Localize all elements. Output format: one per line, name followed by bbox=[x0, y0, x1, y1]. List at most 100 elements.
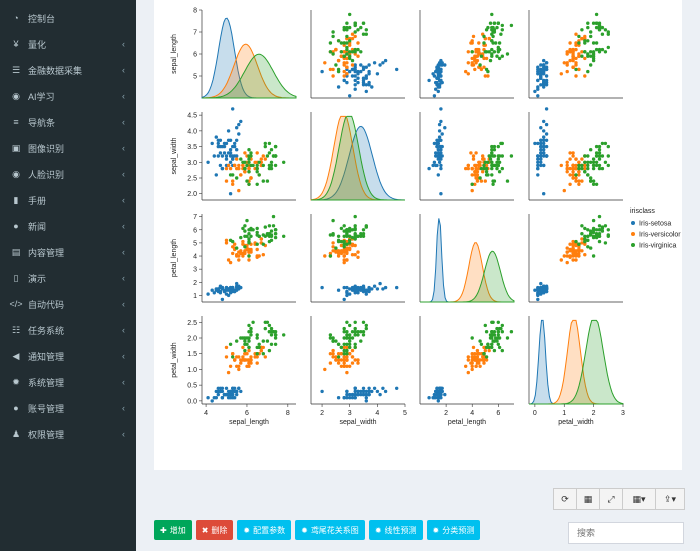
scatter-point bbox=[577, 166, 581, 171]
chevron-left-icon: ‹ bbox=[122, 403, 125, 413]
scatter-point bbox=[350, 348, 355, 353]
scatter-point bbox=[487, 154, 491, 158]
scatter-point bbox=[353, 87, 357, 91]
scatter-point bbox=[361, 234, 366, 238]
scatter-point bbox=[577, 242, 581, 246]
scatter-point bbox=[606, 163, 610, 168]
scatter-point bbox=[353, 214, 357, 219]
scatter-point bbox=[471, 345, 476, 350]
scatter-point bbox=[345, 56, 349, 61]
scatter-point bbox=[597, 214, 602, 219]
scatter-point bbox=[562, 254, 566, 258]
scatter-point bbox=[478, 63, 482, 67]
scatter-point bbox=[497, 160, 502, 164]
scatter-point bbox=[241, 345, 245, 350]
scatter-point bbox=[339, 41, 344, 45]
sidebar-item-0[interactable]: ◔ 控制台 bbox=[0, 5, 136, 31]
action-button-0[interactable]: ✚ 增加 bbox=[154, 520, 192, 540]
sidebar-item-2[interactable]: ☰ 金融数据采集 ‹ bbox=[0, 57, 136, 83]
export-button[interactable]: ▦ bbox=[576, 488, 600, 510]
x-axis-label: sepal_length bbox=[229, 419, 269, 426]
scatter-point bbox=[574, 166, 578, 171]
scatter-point bbox=[342, 326, 346, 331]
action-button-3[interactable]: ✹ 鸢尾花关系图 bbox=[295, 520, 365, 540]
scatter-point bbox=[490, 39, 494, 43]
fullscreen-button[interactable]: ⤢ bbox=[599, 488, 623, 510]
sidebar-item-9[interactable]: ▤ 内容管理 ‹ bbox=[0, 239, 136, 265]
scatter-point bbox=[249, 151, 253, 155]
sidebar-item-3[interactable]: ◉ AI学习 ‹ bbox=[0, 83, 136, 109]
sidebar-item-1[interactable]: ¥ 量化 ‹ bbox=[0, 31, 136, 57]
columns-button[interactable]: ▦▾ bbox=[622, 488, 656, 510]
scatter-point bbox=[233, 163, 237, 168]
sidebar-item-10[interactable]: ▯ 演示 ‹ bbox=[0, 265, 136, 291]
sidebar-item-7[interactable]: ▮ 手册 ‹ bbox=[0, 187, 136, 213]
scatter-point bbox=[484, 345, 489, 350]
sidebar-item-13[interactable]: ◀ 通知管理 ‹ bbox=[0, 343, 136, 369]
scatter-point bbox=[500, 348, 504, 353]
scatter-point bbox=[484, 170, 489, 174]
scatter-point bbox=[224, 285, 229, 290]
sidebar-item-15[interactable]: ● 账号管理 ‹ bbox=[0, 395, 136, 421]
sidebar-item-6[interactable]: ◉ 人脸识别 ‹ bbox=[0, 161, 136, 187]
scatter-point bbox=[328, 251, 333, 256]
sidebar-item-12[interactable]: ☷ 任务系统 ‹ bbox=[0, 317, 136, 343]
scatter-point bbox=[273, 333, 278, 337]
scatter-point bbox=[273, 228, 278, 232]
scatter-point bbox=[496, 320, 500, 324]
scatter-point bbox=[440, 80, 444, 85]
scatter-point bbox=[492, 50, 497, 54]
scatter-point bbox=[597, 232, 602, 236]
scatter-point bbox=[345, 285, 349, 290]
scatter-point bbox=[353, 50, 357, 54]
scatter-point bbox=[226, 288, 231, 292]
y-axis-label: petal_width bbox=[171, 342, 178, 378]
sidebar-item-4[interactable]: ≡ 导航条 ‹ bbox=[0, 109, 136, 135]
scatter-point bbox=[228, 389, 233, 394]
x-tick-label: 3 bbox=[348, 410, 352, 417]
scatter-point bbox=[536, 157, 540, 161]
x-tick-label: 6 bbox=[496, 410, 500, 417]
refresh-button[interactable]: ⟳ bbox=[553, 488, 577, 510]
scatter-point bbox=[353, 34, 357, 39]
scatter-point bbox=[243, 151, 247, 155]
scatter-point bbox=[328, 352, 333, 356]
scatter-point bbox=[224, 241, 229, 245]
scatter-point bbox=[339, 54, 344, 58]
scatter-point bbox=[583, 34, 587, 39]
scatter-point bbox=[481, 157, 485, 161]
sidebar-item-5[interactable]: ▣ 图像识别 ‹ bbox=[0, 135, 136, 161]
action-button-5[interactable]: ✹ 分类预测 bbox=[426, 520, 481, 540]
x-tick-label: 2 bbox=[320, 410, 324, 417]
pairplot-chart: 5 6 7 8 sepal_length 2.0 2.5 3.0 3.5 4.0 4.5 sepal_… bbox=[171, 8, 681, 427]
search-input[interactable] bbox=[568, 522, 684, 544]
sidebar-item-11[interactable]: </> 自动代码 ‹ bbox=[0, 291, 136, 317]
scatter-point bbox=[542, 151, 546, 155]
scatter-point bbox=[475, 58, 480, 63]
sidebar-item-8[interactable]: ● 新闻 ‹ bbox=[0, 213, 136, 239]
scatter-point bbox=[218, 144, 223, 149]
scatter-point bbox=[237, 258, 241, 262]
action-button-4[interactable]: ✹ 线性预测 bbox=[368, 520, 423, 540]
export-dropdown-button[interactable]: ⇪▾ bbox=[655, 488, 685, 510]
sidebar-item-16[interactable]: ♟ 权限管理 ‹ bbox=[0, 421, 136, 447]
scatter-point bbox=[490, 163, 494, 168]
action-button-1[interactable]: ✖ 删除 bbox=[195, 520, 234, 540]
scatter-point bbox=[331, 218, 335, 223]
scatter-point bbox=[539, 138, 543, 142]
scatter-point bbox=[434, 87, 438, 91]
scatter-point bbox=[342, 41, 346, 45]
scatter-point bbox=[235, 246, 239, 250]
scatter-point bbox=[267, 166, 272, 171]
scatter-point bbox=[577, 247, 581, 252]
scatter-point bbox=[484, 50, 489, 54]
scatter-point bbox=[364, 224, 368, 228]
kde-curve bbox=[420, 250, 515, 303]
scatter-point bbox=[381, 287, 385, 291]
action-button-2[interactable]: ✹ 配置参数 bbox=[237, 520, 292, 540]
scatter-point bbox=[471, 355, 476, 359]
y-tick-label: 3 bbox=[193, 267, 197, 274]
sidebar-item-14[interactable]: ✹ 系统管理 ‹ bbox=[0, 369, 136, 395]
scatter-point bbox=[372, 284, 377, 288]
scatter-point bbox=[359, 285, 363, 290]
